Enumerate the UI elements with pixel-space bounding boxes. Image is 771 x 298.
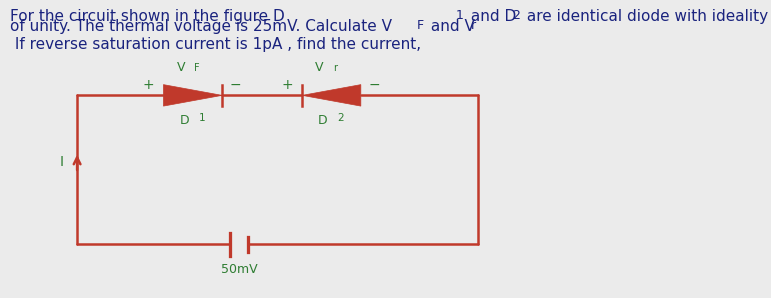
Text: −: − — [369, 78, 380, 92]
Text: and D: and D — [466, 9, 517, 24]
Text: F: F — [416, 19, 423, 32]
Text: +: + — [143, 78, 154, 92]
Text: For the circuit shown in the figure D: For the circuit shown in the figure D — [10, 9, 284, 24]
Text: I: I — [59, 156, 63, 169]
Text: 2: 2 — [512, 9, 520, 22]
Text: 50mV: 50mV — [221, 263, 258, 276]
Text: r: r — [471, 19, 476, 32]
Polygon shape — [163, 85, 222, 106]
Text: If reverse saturation current is 1pA , find the current,: If reverse saturation current is 1pA , f… — [10, 37, 421, 52]
Text: 2: 2 — [338, 113, 345, 123]
Text: of unity. The thermal voltage is 25mV. Calculate V: of unity. The thermal voltage is 25mV. C… — [10, 19, 392, 34]
Text: r: r — [333, 63, 337, 73]
Text: F: F — [194, 63, 200, 73]
Text: 1: 1 — [456, 9, 463, 22]
Text: V: V — [177, 61, 185, 74]
Text: are identical diode with ideality factor: are identical diode with ideality factor — [522, 9, 771, 24]
Polygon shape — [302, 85, 361, 106]
Text: D: D — [180, 114, 189, 127]
Text: 1: 1 — [199, 113, 206, 123]
Text: D: D — [318, 114, 328, 127]
Text: +: + — [281, 78, 293, 92]
Text: −: − — [230, 78, 241, 92]
Text: V: V — [315, 61, 324, 74]
Text: and V: and V — [426, 19, 475, 34]
